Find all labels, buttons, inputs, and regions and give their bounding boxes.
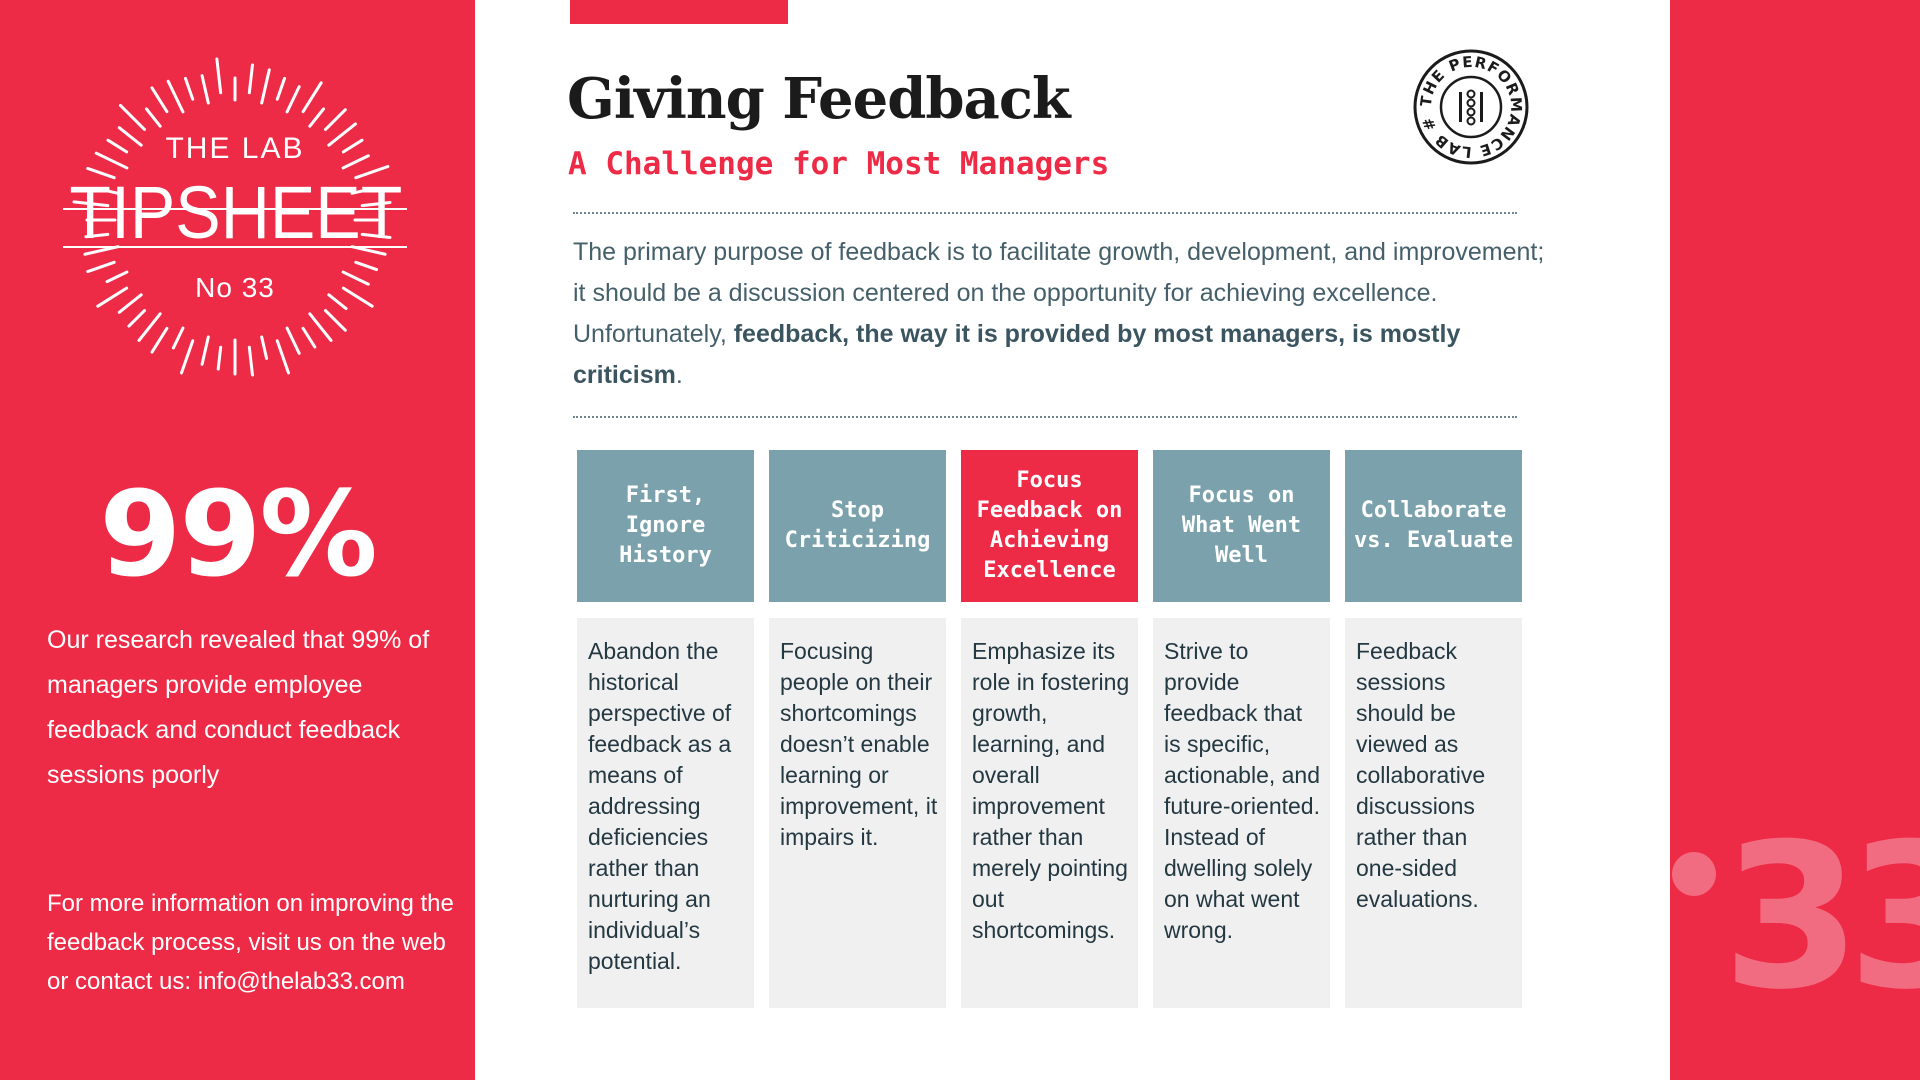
- sunburst-ray: [86, 166, 116, 180]
- sunburst-ray: [106, 138, 129, 154]
- sunburst-ray: [301, 326, 317, 349]
- lab-label: THE LAB: [165, 132, 305, 165]
- tip-body: Feedback sessions should be viewed as co…: [1345, 618, 1522, 1008]
- sunburst-ray: [354, 260, 379, 272]
- tip-body: Emphasize its role in fostering growth, …: [961, 618, 1138, 1008]
- sunburst-ray: [118, 103, 146, 131]
- sunburst-ray: [84, 232, 110, 239]
- tip-heading: Focus Feedback on Achieving Excellence: [961, 450, 1138, 602]
- sunburst-ray: [360, 232, 392, 239]
- sunburst-ray: [341, 286, 374, 308]
- intro-paragraph: The primary purpose of feedback is to fa…: [573, 232, 1553, 396]
- sunburst-ray: [308, 312, 333, 342]
- sunburst-ray: [86, 260, 116, 274]
- stat-description: Our research revealed that 99% of manage…: [47, 626, 430, 789]
- sunburst-ray: [200, 335, 210, 366]
- divider: [63, 246, 407, 248]
- intro-emphasis: feedback, the way it is provided by most…: [573, 320, 1461, 389]
- sunburst-ray: [95, 186, 120, 195]
- sunburst-ray: [117, 126, 143, 147]
- tip-heading: Stop Criticizing: [769, 450, 946, 602]
- tip-body: Focusing people on their shortcomings do…: [769, 618, 946, 1008]
- tip-heading: Collaborate vs. Evaluate: [1345, 450, 1522, 602]
- page-title: Giving Feedback: [567, 66, 1071, 132]
- sunburst-ray: [127, 309, 146, 328]
- decorative-dot: [1672, 852, 1716, 896]
- sunburst-ray: [247, 345, 254, 377]
- sunburst-ray: [137, 312, 162, 342]
- sunburst-ray: [327, 122, 357, 147]
- tipsheet-title: TIPSHEET: [69, 171, 403, 254]
- sunburst-ray: [179, 339, 195, 375]
- sunburst-ray: [247, 63, 254, 95]
- intro-period: .: [675, 361, 683, 389]
- sunburst-icon: [72, 57, 392, 377]
- sunburst-ray: [324, 108, 347, 131]
- divider: [573, 212, 1517, 214]
- sunburst-ray: [308, 107, 326, 128]
- page-subtitle: A Challenge for Most Managers: [568, 146, 1110, 182]
- top-accent-bar: [570, 0, 788, 24]
- sunburst-ray: [72, 200, 110, 208]
- sunburst-ray: [166, 79, 185, 114]
- intro-text: The primary purpose of feedback is to fa…: [573, 238, 1545, 348]
- sunburst-ray: [150, 86, 169, 114]
- right-sidebar: 33: [1670, 0, 1920, 1080]
- sunburst-ray: [216, 345, 223, 371]
- sunburst-ray: [275, 76, 287, 101]
- tip-body: Abandon the historical perspective of fe…: [577, 618, 754, 1008]
- sunburst-ray: [200, 74, 210, 105]
- tip-heading: First, Ignore History: [577, 450, 754, 602]
- contact-text: For more information on improving the fe…: [47, 890, 454, 995]
- sunburst-ray: [350, 186, 375, 195]
- sunburst-ray: [105, 270, 129, 284]
- left-sidebar: THE LAB TIPSHEET No 33 99% Our research …: [0, 0, 475, 1080]
- divider: [63, 208, 407, 210]
- sunburst-ray: [150, 326, 169, 354]
- sunburst-ray: [341, 270, 370, 286]
- sunburst-ray: [260, 335, 269, 360]
- sunburst-ray: [341, 138, 364, 154]
- sunburst-ray: [117, 293, 143, 314]
- sunburst-ray: [144, 107, 162, 128]
- tip-body: Strive to provide feedback that is speci…: [1153, 618, 1330, 1008]
- decorative-number: 33: [1722, 801, 1920, 1034]
- sunburst-ray: [260, 68, 271, 105]
- sunburst-ray: [341, 154, 370, 170]
- sunburst-ray: [285, 326, 301, 355]
- sunburst-ray: [94, 151, 129, 170]
- sunburst-ray: [285, 85, 301, 114]
- sunburst-ray: [301, 81, 323, 114]
- sunburst-ray: [183, 76, 195, 101]
- sunburst-ray: [354, 164, 390, 180]
- performance-lab-logo: THE PERFORMANCE LAB #: [1413, 49, 1529, 165]
- sunburst-ray: [96, 286, 129, 308]
- sunburst-ray: [275, 339, 291, 375]
- sunburst-ray: [324, 309, 347, 332]
- sunburst-ray: [215, 57, 223, 95]
- tip-heading: Focus on What Went Well: [1153, 450, 1330, 602]
- issue-number: No 33: [195, 272, 275, 303]
- sunburst-ray: [171, 326, 185, 350]
- sunburst-ray: [327, 293, 348, 311]
- sunburst-ray: [360, 201, 392, 208]
- stat-value: 99%: [99, 465, 377, 603]
- tipsheet-logo: THE LAB TIPSHEET No 33: [55, 40, 415, 400]
- divider: [573, 416, 1517, 418]
